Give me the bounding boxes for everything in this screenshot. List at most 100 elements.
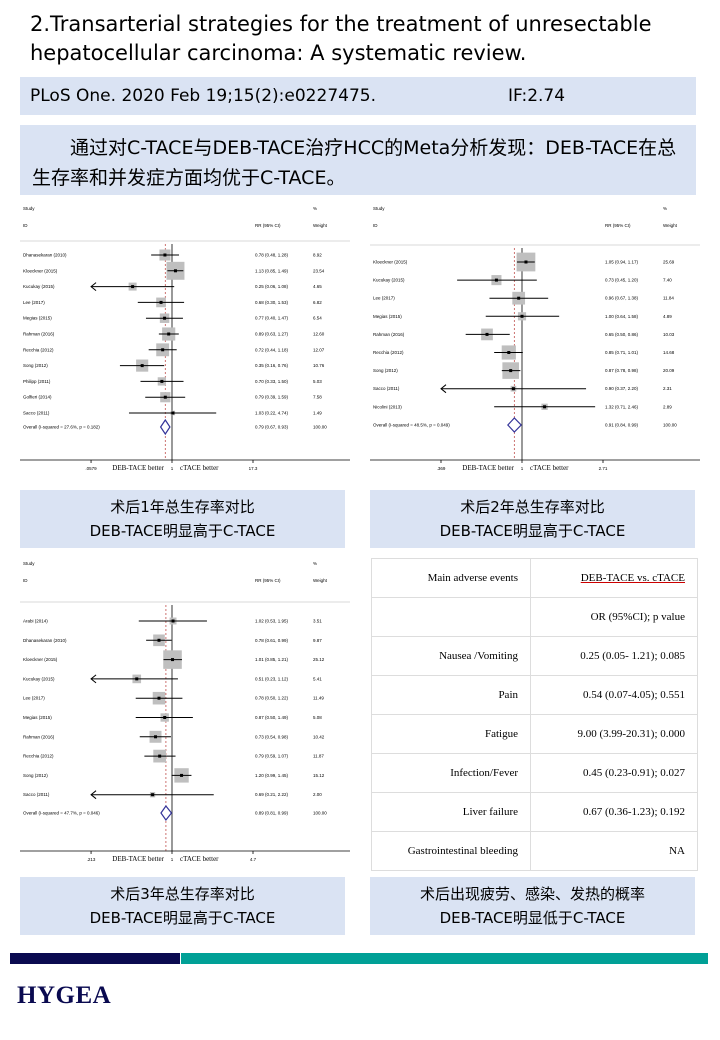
adverse-events-table: Main adverse events DEB-TACE vs. cTACE O… [371,558,698,871]
study-ci: 0.77 (0.40, 1.47) [255,316,289,321]
study-ci: 1.00 (0.64, 1.58) [605,314,639,319]
study-ci: 0.79 (0.59, 1.07) [255,754,289,759]
header-pct: % [663,206,667,211]
event-name: Liver failure [371,792,531,832]
study-ci: 0.68 (0.30, 1.53) [255,300,289,305]
study-name: Recchia (2012) [373,350,404,355]
study-name: Song (2012) [23,363,48,368]
study-weight: 2.00 [313,792,322,797]
header-effect: RR (95% CI) [255,578,281,583]
study-weight: 7.58 [313,395,322,400]
point-estimate [485,332,489,336]
caption-line: 术后1年总生存率对比 [110,498,255,516]
caption-line: DEB-TACE明显高于C-TACE [439,522,626,540]
tick-label: 1 [171,466,174,471]
study-ci: 1.13 (0.85, 1.49) [255,268,289,273]
table-row: Pain 0.54 (0.07-4.05); 0.551 [371,675,698,715]
point-estimate [173,269,177,273]
study-ci: 0.78 (0.50, 1.22) [255,696,289,701]
study-weight: 14.68 [663,350,675,355]
point-estimate [135,677,139,681]
study-name: Sacco (2011) [373,386,400,391]
overall-weight: 100.00 [313,425,327,430]
table-row: Gastrointestinal bleeding NA [371,831,698,871]
point-estimate [163,716,167,719]
study-name: Recchia (2012) [23,347,54,352]
tick-label: .369 [437,466,446,471]
study-ci: 1.01 (0.85, 1.21) [255,657,289,662]
study-weight: 25.12 [313,657,325,662]
point-estimate [511,387,515,391]
axis-right-label: cTACE better [180,855,219,863]
caption-line: DEB-TACE明显低于C-TACE [439,909,626,927]
study-ci: 1.20 (0.99, 1.45) [255,773,289,778]
footer-bar-teal [181,953,708,964]
study-ci: 0.73 (0.54, 0.98) [255,734,289,739]
study-weight: 11.49 [313,696,324,701]
study-name: Recchia (2012) [23,754,54,759]
event-name: Infection/Fever [371,753,531,793]
hygea-logo: HYGEA [17,982,112,1009]
study-weight: 25.69 [663,260,675,265]
caption-adverse: 术后出现疲劳、感染、发热的概率 DEB-TACE明显低于C-TACE [370,877,695,935]
study-ci: 0.87 (0.50, 1.49) [255,715,289,720]
study-ci: 0.78 (0.61, 0.99) [255,638,289,643]
study-weight: 1.49 [313,411,322,416]
forest-plot-svg: Study ID RR (95% CI)% Weight Arabi (2014) 1.0… [20,561,350,863]
study-ci: 0.85 (0.71, 1.01) [605,350,639,355]
ci-arrow [440,384,447,394]
study-weight: 6.82 [313,300,322,305]
forest-plot-1yr: Study ID RR (95% CI)% Weight Dhanasekaran (2… [20,200,350,485]
overall-ci: 0.79 (0.67, 0.93) [255,425,289,430]
journal-citation: PLoS One. 2020 Feb 19;15(2):e0227475. [30,86,376,106]
caption-line: DEB-TACE明显高于C-TACE [89,522,276,540]
study-weight: 8.92 [313,253,322,258]
study-ci: 0.96 (0.67, 1.38) [605,296,639,301]
caption-1yr: 术后1年总生存率对比 DEB-TACE明显高于C-TACE [20,490,345,548]
study-ci: 0.78 (0.48, 1.28) [255,253,289,258]
point-estimate [171,658,175,662]
point-estimate [151,793,155,797]
slide-title: 2.Transarterial strategies for the treat… [30,12,652,65]
study-name: Golfieri (2014) [23,395,52,400]
study-name: Kucukay (2015) [373,278,405,283]
study-weight: 9.87 [313,638,322,643]
subheader-cell: OR (95%CI); p value [530,597,698,637]
forest-plot-3yr: Study ID RR (95% CI)% Weight Arabi (2014) 1.0… [20,555,350,870]
overall-weight: 100.00 [663,423,677,428]
overall-ci: 0.89 (0.81, 0.99) [255,811,289,816]
study-name: Lee (2017) [23,696,45,701]
study-weight: 10.42 [313,734,325,739]
study-weight: 10.03 [663,332,675,337]
point-estimate [520,314,524,318]
event-or: 0.54 (0.07-4.05); 0.551 [530,675,698,715]
study-weight: 4.89 [663,314,672,319]
forest-plot-svg: Study ID RR (95% CI)% Weight Kloeckner (2015… [370,206,700,472]
study-ci: 0.73 (0.45, 1.20) [605,278,639,283]
point-estimate [509,369,513,373]
study-weight: 23.54 [313,268,325,273]
point-estimate [171,411,175,415]
study-name: Kloeckner (2015) [23,657,58,662]
header-id: ID [373,223,378,228]
ci-arrow [90,674,97,684]
point-estimate [131,285,135,289]
study-ci: 0.79 (0.39, 1.59) [255,395,289,400]
header-pct: % [313,206,317,211]
table-subheader-row: OR (95%CI); p value [371,597,698,637]
point-estimate [163,253,167,257]
overall-diamond [160,804,173,822]
caption-line: 术后3年总生存率对比 [110,885,255,903]
study-weight: 12.60 [313,332,325,337]
study-name: Rahman (2016) [373,332,405,337]
forest-plot-svg: Study ID RR (95% CI)% Weight Dhanasekaran (2… [20,206,350,472]
axis-right-label: cTACE better [180,464,219,472]
tick-label: 4.7 [250,857,257,862]
axis-left-label: DEB-TACE better [462,464,514,472]
axis-left-label: DEB-TACE better [112,464,164,472]
study-ci: 1.32 (0.71, 2.46) [605,404,639,409]
study-weight: 11.87 [313,754,324,759]
header-cell: DEB-TACE vs. cTACE [530,558,698,598]
overall-label: Overall (I-squared = 47.7%, p = 0.046) [23,811,100,816]
study-name: Lee (2017) [23,300,45,305]
